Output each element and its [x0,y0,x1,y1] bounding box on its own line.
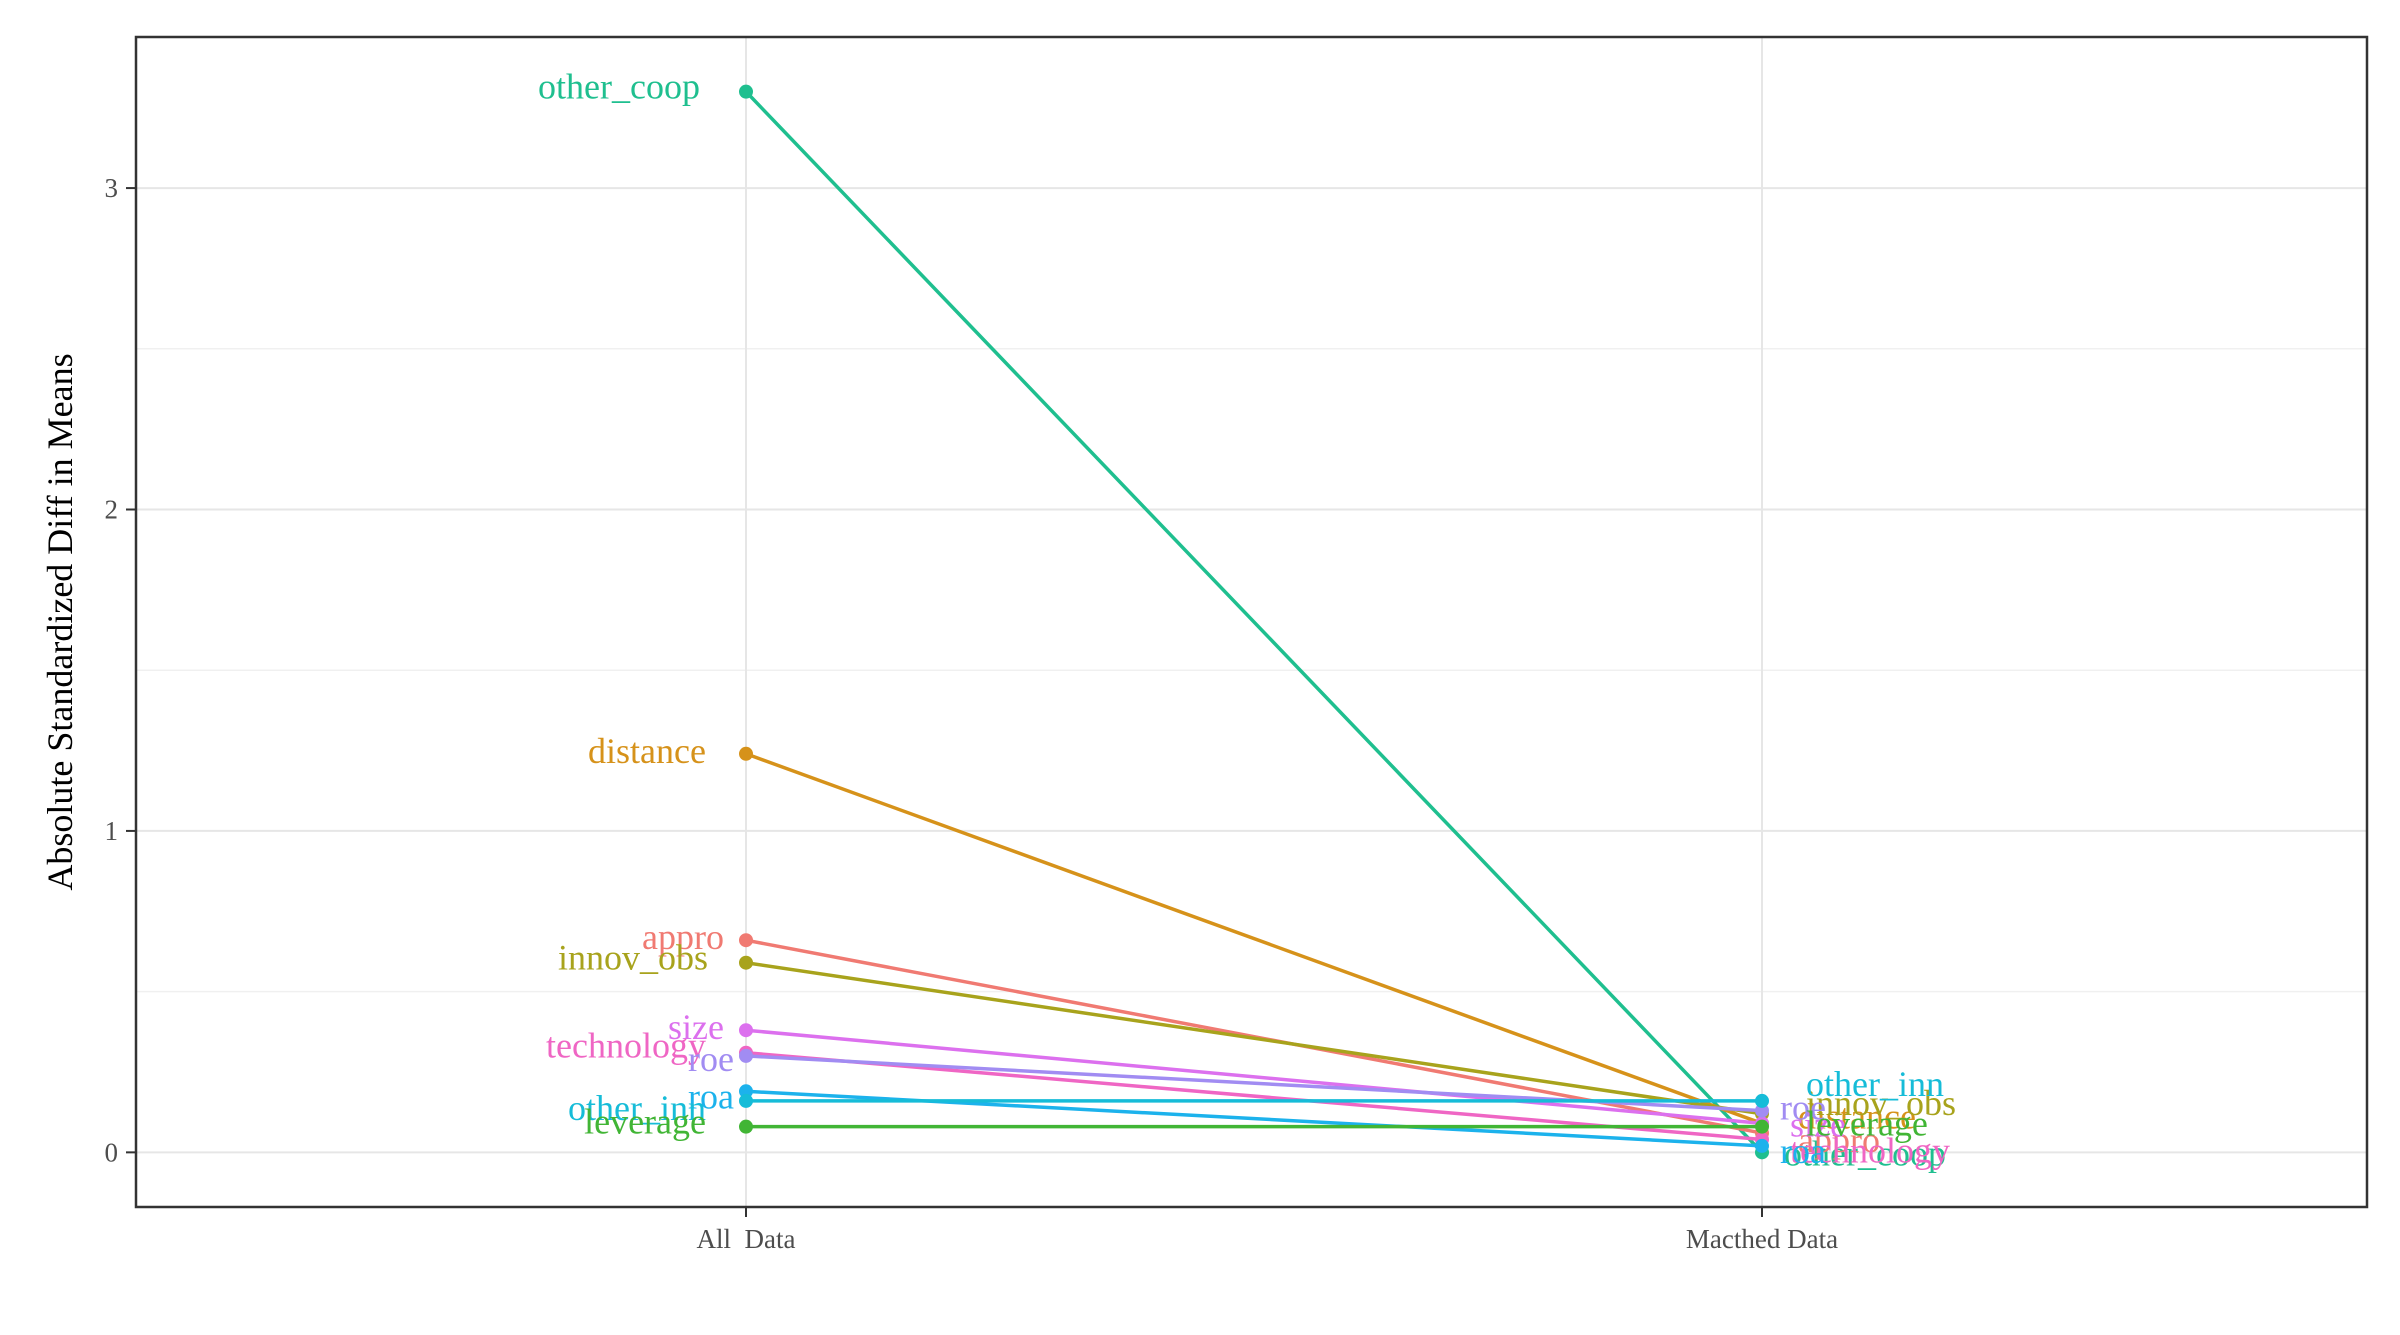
plot-panel [134,35,2369,1209]
y-tick-label: 3 [105,173,119,203]
label-appro-all: appro [642,917,724,957]
label-size-all: size [668,1007,724,1047]
point-other_coop-all [739,84,753,99]
label-distance-all: distance [588,731,706,771]
point-roa-matched [1755,1138,1769,1153]
series-points [739,84,1769,1160]
y-axis-title: Absolute Standardized Diff in Means [40,353,80,890]
label-roa-matched: roa [1780,1131,1826,1171]
axes: 0 1 2 3 All Data Macthed Data [105,173,1839,1254]
x-tick-label: Macthed Data [1686,1224,1838,1254]
label-roe-matched: roe [1780,1088,1826,1128]
point-roe-all [739,1048,753,1063]
series-line-size [745,1028,1763,1126]
series-lines [744,90,1764,1154]
point-roe-matched [1755,1103,1769,1118]
series-line-distance [745,752,1763,1126]
label-roe-all: roe [688,1039,734,1079]
label-technology-all: technology [546,1026,706,1066]
point-roa-all [739,1084,753,1099]
label-roa-all: roa [688,1076,734,1116]
label-leverage-matched: leverage [1806,1104,1928,1144]
point-other_inn-matched [1755,1093,1769,1108]
series-labels: other_coopother_coopdistancedistanceappr… [538,67,1956,1174]
label-innov_obs-all: innov_obs [558,938,708,978]
label-other_inn-matched: other_inn [1806,1064,1944,1104]
x-tick-label: All Data [697,1224,796,1254]
label-innov_obs-matched: innov_obs [1806,1083,1956,1123]
point-innov_obs-all [739,955,753,970]
label-other_coop-matched: other_coop [1784,1133,1946,1173]
label-other_coop-all: other_coop [538,67,700,107]
point-leverage-all [739,1119,753,1134]
y-tick-label: 0 [105,1137,119,1167]
y-tick-label: 2 [105,495,119,525]
point-appro-all [739,933,753,948]
point-distance-all [739,746,753,761]
label-appro-matched: appro [1798,1120,1880,1160]
label-other_inn-all: other_inn [568,1088,706,1128]
label-distance-matched: distance [1798,1096,1916,1136]
label-technology-matched: technology [1790,1131,1950,1171]
point-size-all [739,1023,753,1038]
label-size-matched: size [1790,1104,1846,1144]
series-line-innov_obs [745,960,1763,1116]
label-leverage-all: leverage [584,1102,706,1142]
grid [136,37,2367,1207]
point-leverage-matched [1755,1119,1769,1134]
series-line-other_coop [744,90,1764,1154]
y-tick-label: 1 [105,816,119,846]
point-other_inn-all [739,1093,753,1108]
